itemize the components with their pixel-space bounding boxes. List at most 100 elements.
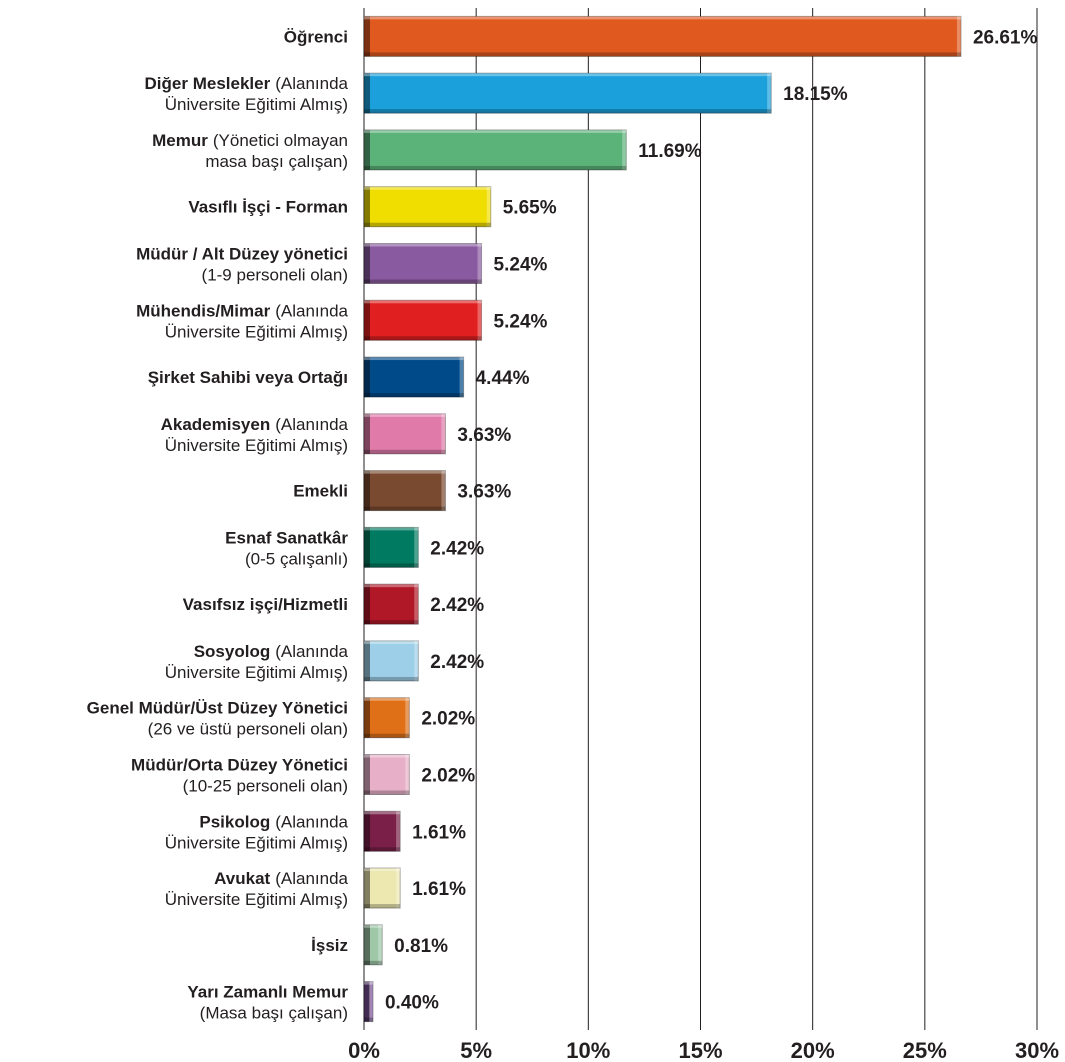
category-label: Memur (Yönetici olmayan masa başı çalışan) xyxy=(152,131,348,171)
value-label: 11.69% xyxy=(638,141,701,162)
bar-bevel-bottom xyxy=(364,847,401,852)
x-tick-label: 30% xyxy=(1015,1038,1059,1062)
bar-bevel-left xyxy=(364,640,370,681)
category-label: Vasıfsız işçi/Hizmetli xyxy=(183,595,348,614)
bar-bevel-top xyxy=(364,243,482,247)
bar-bevel-right xyxy=(486,186,491,227)
bar-bevel-bottom xyxy=(364,1017,373,1022)
category-name: Şirket Sahibi veya Ortağı xyxy=(148,368,348,387)
bar xyxy=(363,413,446,455)
value-label: 5.65% xyxy=(503,198,557,219)
bar xyxy=(363,867,401,909)
bar xyxy=(363,299,483,341)
value-label: 2.02% xyxy=(421,709,475,730)
bar-bevel-right xyxy=(414,527,419,568)
category-note: (Alanında xyxy=(275,74,348,93)
bar xyxy=(363,810,401,852)
bar-bevel-top xyxy=(364,300,482,304)
bar-bevel-right xyxy=(477,300,482,341)
bar xyxy=(363,129,627,171)
x-tick-label: 5% xyxy=(460,1038,492,1062)
category-label: Esnaf Sanatkâr (0-5 çalışanlı) xyxy=(225,528,348,568)
bar-bevel-bottom xyxy=(364,960,383,965)
bar-bevel-right xyxy=(622,129,627,170)
category-note: (Yönetici olmayan xyxy=(213,131,348,150)
bar-bevel-top xyxy=(364,16,961,20)
bar-bevel-right xyxy=(396,811,401,852)
category-name: Vasıfsız işçi/Hizmetli xyxy=(183,595,348,614)
category-label: Vasıflı İşçi - Forman xyxy=(188,198,348,217)
x-tick-label: 20% xyxy=(791,1038,835,1062)
category-note: (0-5 çalışanlı) xyxy=(245,549,348,568)
bar-bevel-bottom xyxy=(364,676,419,681)
category-note: Üniversite Eğitimi Almış) xyxy=(165,890,348,909)
category-name: Genel Müdür/Üst Düzey Yönetici xyxy=(87,699,348,718)
value-label: 0.40% xyxy=(385,993,439,1014)
value-label: 0.81% xyxy=(394,936,448,957)
category-note: Üniversite Eğitimi Almış) xyxy=(165,833,348,852)
bar-bevel-bottom xyxy=(364,393,464,398)
bar-bevel-bottom xyxy=(364,790,410,795)
category-label: İşsiz xyxy=(311,936,348,955)
bar xyxy=(363,186,492,228)
bar-bevel-right xyxy=(459,357,464,398)
category-note: (10-25 personeli olan) xyxy=(183,777,348,796)
bar-bevel-left xyxy=(364,527,370,568)
bar-bevel-top xyxy=(364,640,419,644)
bar-bevel-top xyxy=(364,357,464,361)
category-note: (1-9 personeli olan) xyxy=(202,266,348,285)
category-name: Vasıflı İşçi - Forman xyxy=(188,198,348,217)
category-name: Yarı Zamanlı Memur xyxy=(187,983,348,1002)
bar-bevel-bottom xyxy=(364,52,961,57)
category-label: Sosyolog (Alanında Üniversite Eğitimi Almı… xyxy=(165,642,349,682)
value-label: 5.24% xyxy=(494,255,548,276)
category-name: Öğrenci xyxy=(284,27,348,46)
x-tick-label: 0% xyxy=(348,1038,380,1062)
bar xyxy=(363,72,772,114)
category-name: Esnaf Sanatkâr xyxy=(225,528,348,547)
bar-bevel-bottom xyxy=(364,222,491,227)
bar xyxy=(363,924,383,966)
bar xyxy=(363,640,419,682)
bar-bevel-top xyxy=(364,981,373,985)
bar-bevel-left xyxy=(364,73,370,114)
bar xyxy=(363,15,962,57)
x-tick-label: 10% xyxy=(566,1038,610,1062)
bar-bevel-left xyxy=(364,754,370,795)
bar-bevel-left xyxy=(364,357,370,398)
bar-bevel-right xyxy=(414,640,419,681)
category-label: Avukat (Alanında Üniversite Eğitimi Almış) xyxy=(165,869,349,909)
bar-bevel-right xyxy=(405,697,410,738)
category-note: (26 ve üstü personeli olan) xyxy=(148,720,348,739)
category-name: Mühendis/Mimar xyxy=(136,301,271,320)
bar-bevel-top xyxy=(364,73,772,77)
category-note: masa başı çalışan) xyxy=(205,152,348,171)
value-label: 5.24% xyxy=(494,311,548,332)
bar-bevel-top xyxy=(364,584,419,588)
category-name: Memur xyxy=(152,131,208,150)
category-note: (Alanında xyxy=(275,869,348,888)
category-name: Psikolog xyxy=(199,812,270,831)
bar-bevel-bottom xyxy=(364,563,419,568)
bar-bevel-left xyxy=(364,129,370,170)
bar-bevel-left xyxy=(364,16,370,57)
bar xyxy=(363,356,465,398)
value-label: 1.61% xyxy=(412,822,466,843)
bar-bevel-top xyxy=(364,754,410,758)
value-label: 2.42% xyxy=(430,538,484,559)
bar-bevel-top xyxy=(364,697,410,701)
bar-bevel-bottom xyxy=(364,506,446,511)
category-name: Müdür/Orta Düzey Yönetici xyxy=(131,756,348,775)
bar-bevel-top xyxy=(364,413,446,417)
category-note: (Masa başı çalışan) xyxy=(200,1004,348,1023)
x-tick-label: 15% xyxy=(678,1038,722,1062)
bar-bevel-left xyxy=(364,697,370,738)
value-label: 4.44% xyxy=(476,368,530,389)
bar xyxy=(363,981,374,1023)
bar xyxy=(363,697,410,739)
category-name: Sosyolog xyxy=(194,642,271,661)
bar-bevel-top xyxy=(364,811,401,815)
bar-bevel-right xyxy=(368,981,373,1022)
bar-bevel-left xyxy=(364,413,370,454)
value-label: 1.61% xyxy=(412,879,466,900)
